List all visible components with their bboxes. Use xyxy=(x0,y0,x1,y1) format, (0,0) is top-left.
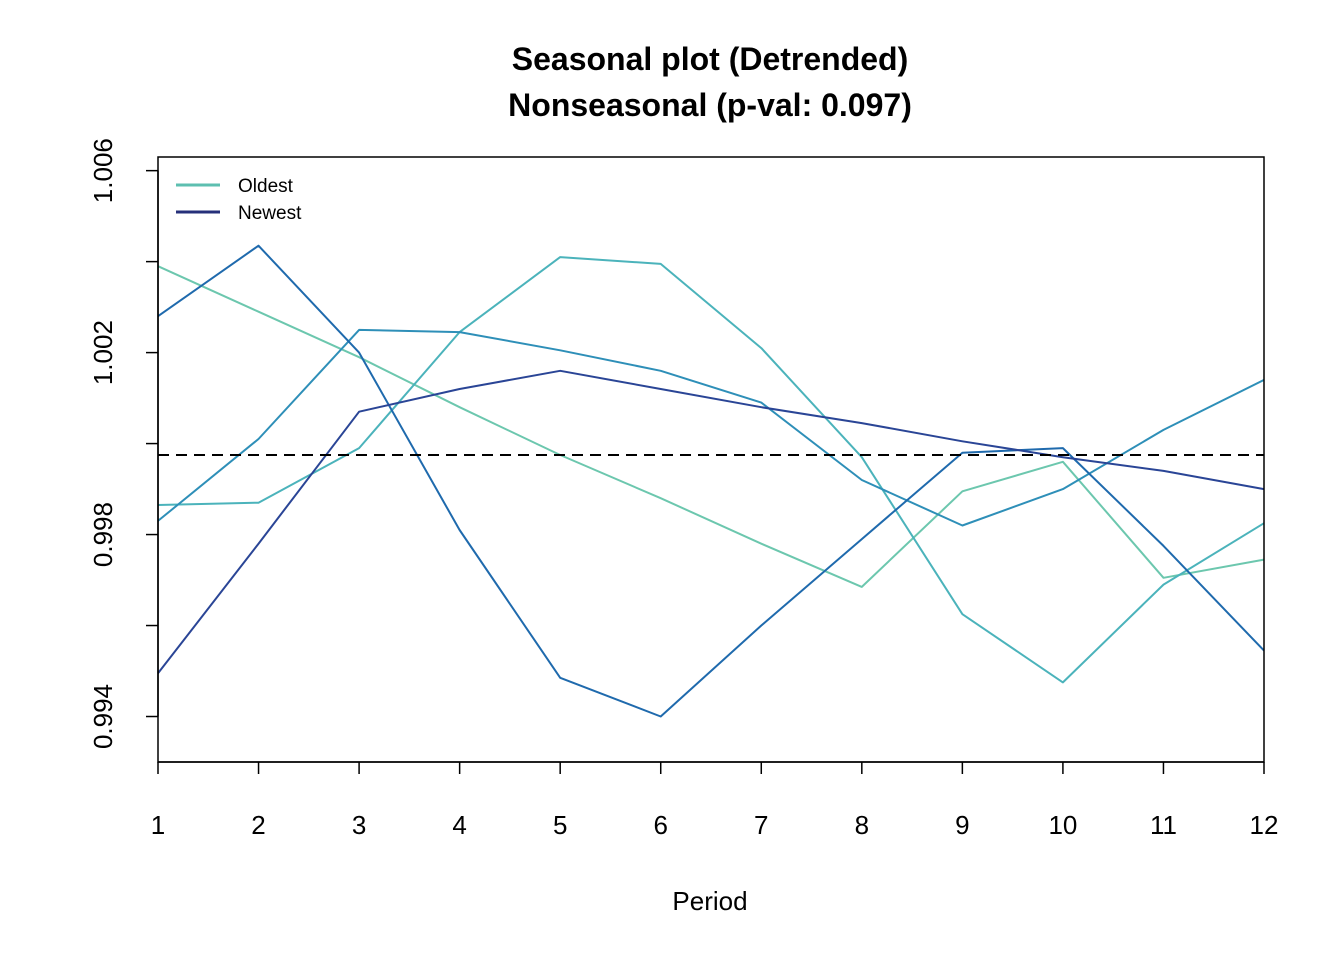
x-axis: 1 2 3 4 5 6 7 8 9 10 11 12 xyxy=(151,761,1279,840)
x-tick-label: 9 xyxy=(955,810,969,840)
x-axis-label: Period xyxy=(672,886,747,916)
legend-label-oldest: Oldest xyxy=(238,176,294,197)
x-tick-label: 10 xyxy=(1048,810,1077,840)
series-line-3 xyxy=(157,328,1265,527)
x-tick-label: 5 xyxy=(553,810,567,840)
legend-label-newest: Newest xyxy=(238,203,302,224)
x-tick-label: 1 xyxy=(151,810,165,840)
series-lines xyxy=(157,244,1265,718)
series-line-5 xyxy=(157,369,1265,674)
y-tick-label: 1.006 xyxy=(88,138,118,203)
series-line-1 xyxy=(157,265,1265,588)
y-axis: 0.994 0.998 1.002 1.006 xyxy=(88,138,159,749)
chart-title: Seasonal plot (Detrended) xyxy=(512,41,909,77)
x-tick-label: 12 xyxy=(1250,810,1279,840)
x-tick-label: 3 xyxy=(352,810,366,840)
x-tick-label: 6 xyxy=(653,810,667,840)
y-tick-label: 1.002 xyxy=(88,320,118,385)
series-line-2 xyxy=(157,256,1265,684)
y-tick-label: 0.998 xyxy=(88,502,118,567)
x-tick-label: 8 xyxy=(855,810,869,840)
legend: Oldest Newest xyxy=(176,176,302,224)
y-tick-label: 0.994 xyxy=(88,684,118,749)
chart-subtitle: Nonseasonal (p-val: 0.097) xyxy=(508,87,912,123)
x-tick-label: 2 xyxy=(251,810,265,840)
series-line-4 xyxy=(157,244,1265,718)
x-tick-label: 7 xyxy=(754,810,768,840)
x-tick-label: 11 xyxy=(1150,810,1177,840)
x-tick-label: 4 xyxy=(452,810,466,840)
